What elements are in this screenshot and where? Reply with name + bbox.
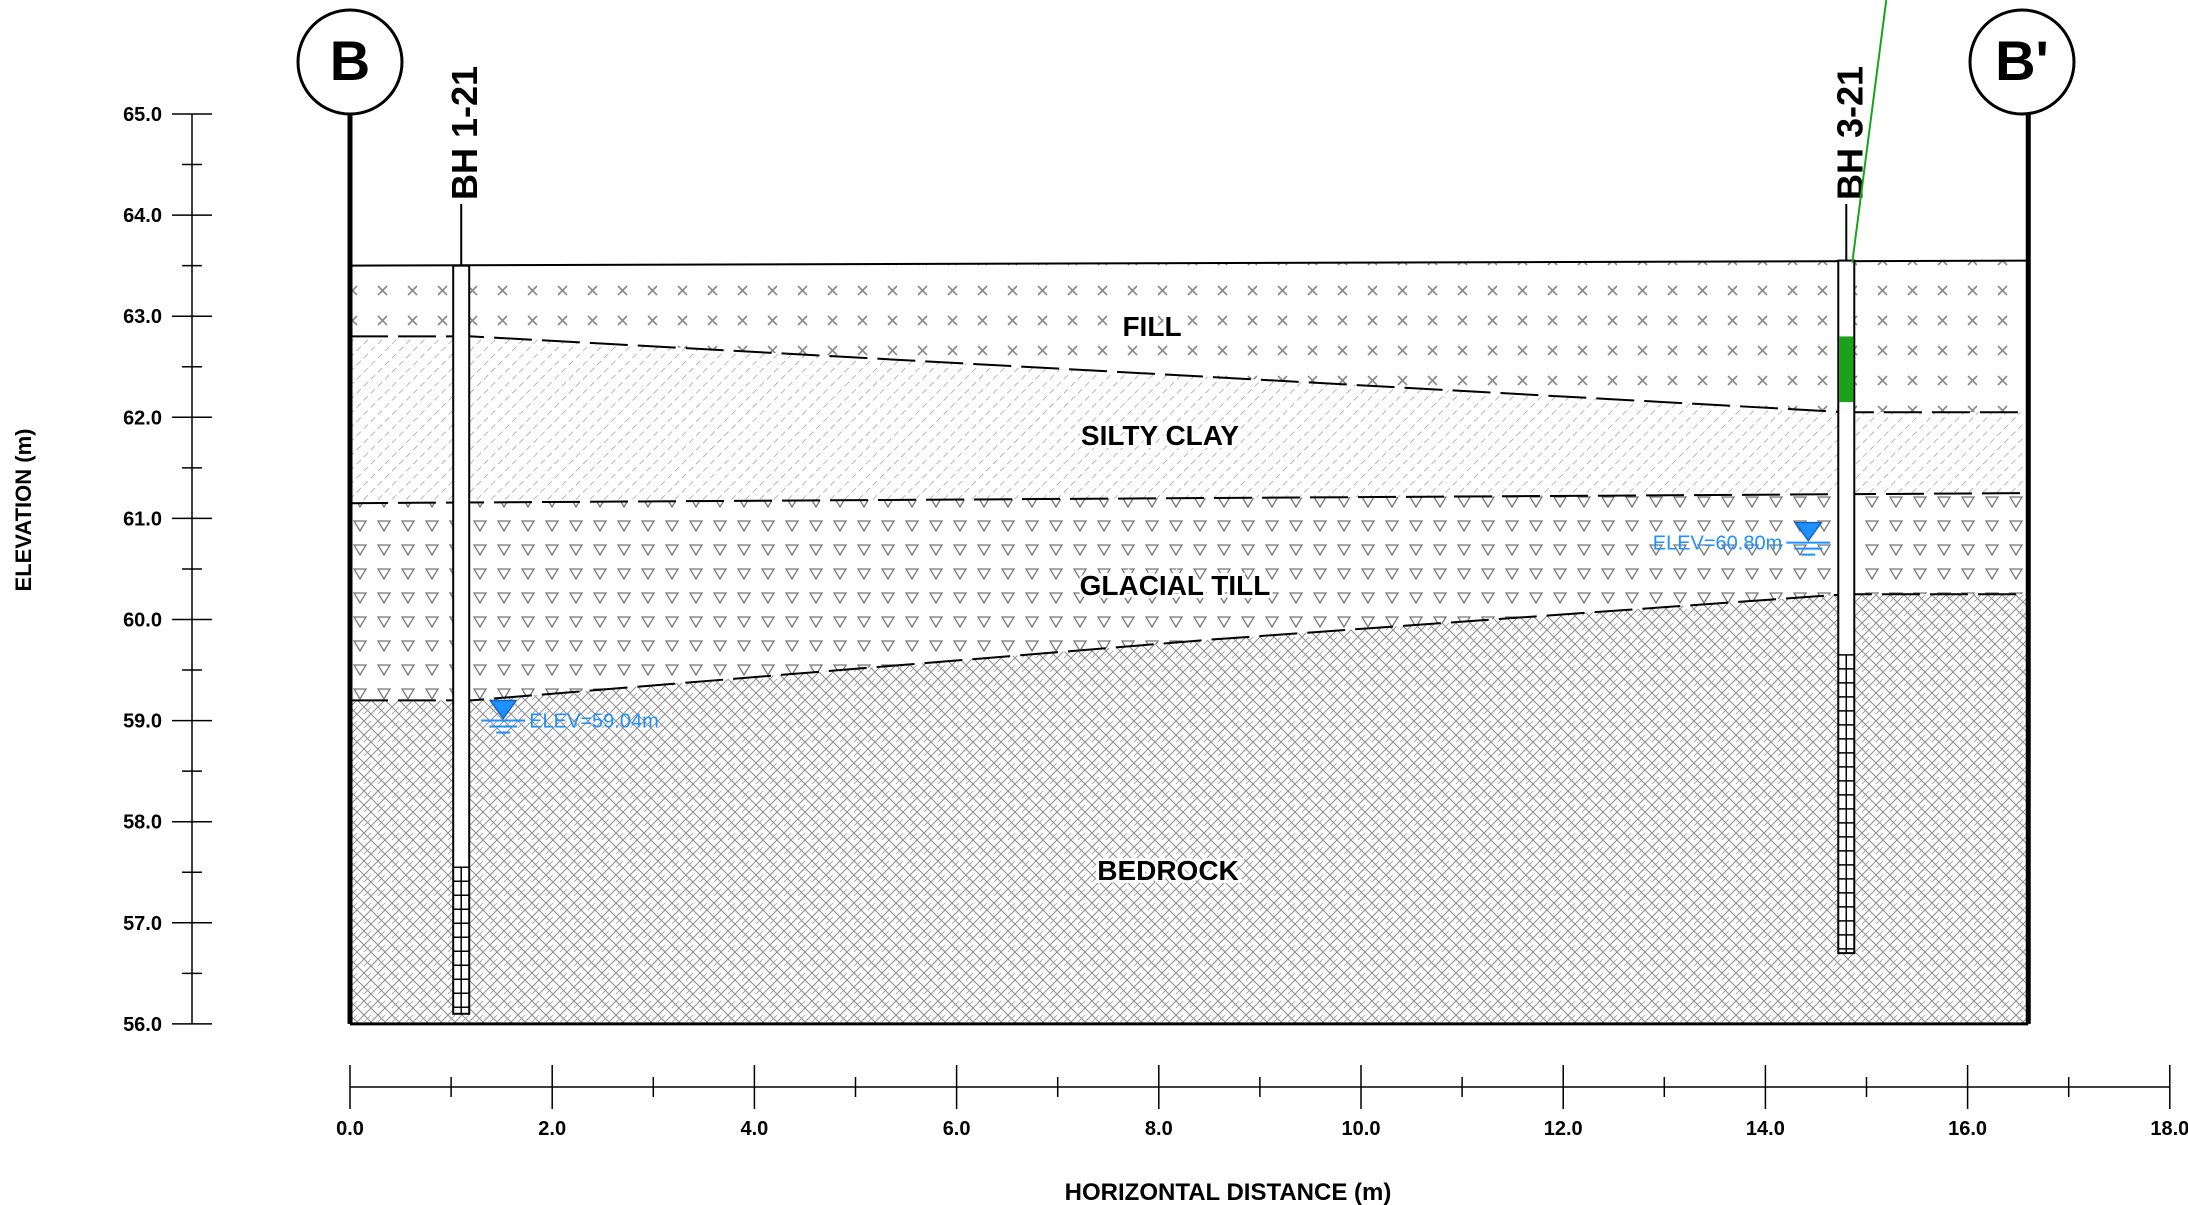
layer-label-fill: FILL (1122, 311, 1181, 342)
layer-label-glacial-till: GLACIAL TILL (1080, 570, 1271, 601)
section-frame (347, 114, 2031, 1026)
y-tick-label: 61.0 (123, 508, 162, 530)
layer-fill-silty-clay (350, 336, 2029, 504)
borehole-bh-1-21: BH 1-21 ELEV=59.04m (444, 66, 659, 1015)
sample-interval (1839, 336, 1854, 403)
y-axis: 65.0 64.0 63.0 62.0 61.0 60.0 59.0 58.0 57.0 56.0 (123, 104, 212, 1036)
borehole-name: BH 1-21 (444, 66, 485, 200)
y-tick-label: 65.0 (123, 104, 162, 126)
section-marker-start: B (296, 8, 404, 116)
x-tick-label: 18.0 (2150, 1118, 2188, 1140)
x-axis: 0.0 2.0 4.0 6.0 8.0 10.0 12.0 14.0 16.0 18.0 (336, 1065, 2188, 1140)
layer-fill-glacial-till (350, 493, 2029, 701)
water-level-label: ELEV=60.80m (1653, 533, 1783, 555)
x-tick-label: 8.0 (1145, 1118, 1173, 1140)
x-tick-label: 12.0 (1544, 1118, 1583, 1140)
y-tick-label: 57.0 (123, 913, 162, 935)
borehole-casing (452, 264, 471, 1015)
layer-fill-fill (350, 260, 2029, 413)
x-tick-label: 4.0 (740, 1118, 768, 1140)
section-marker-start-label: B (330, 29, 370, 92)
x-tick-label: 14.0 (1746, 1118, 1785, 1140)
ground-surface-line (349, 259, 2029, 267)
water-level-label: ELEV=59.04m (529, 711, 659, 733)
y-tick-label: 63.0 (123, 306, 162, 328)
section-marker-end: B' (1968, 8, 2076, 116)
layer-labels: FILL SILTY CLAY GLACIAL TILL BEDROCK (1077, 308, 1274, 889)
x-axis-title: HORIZONTAL DISTANCE (m) (1065, 1179, 1392, 1205)
y-tick-label: 60.0 (123, 610, 162, 632)
y-tick-label: 64.0 (123, 205, 162, 227)
section-marker-end-label: B' (1995, 29, 2049, 92)
borehole-bh-3-21: BH 3-21 ELEV=60.80m (1653, 0, 1888, 955)
layer-label-silty-clay: SILTY CLAY (1081, 420, 1240, 451)
layer-boundary-0 (350, 335, 2029, 414)
layer-label-bedrock: BEDROCK (1097, 855, 1239, 886)
y-tick-label: 56.0 (123, 1014, 162, 1036)
water-level-1: ELEV=60.80m (1653, 521, 1831, 556)
soil-layers (350, 260, 2029, 1024)
borehole-name: BH 3-21 (1829, 66, 1870, 200)
x-tick-label: 0.0 (336, 1118, 364, 1140)
x-tick-label: 16.0 (1948, 1118, 1987, 1140)
y-axis-title: ELEVATION (m) (11, 429, 36, 592)
water-level-triangle (488, 699, 518, 720)
y-tick-label: 58.0 (123, 812, 162, 834)
layer-fill-bedrock (350, 594, 2029, 1024)
boreholes: BH 1-21 ELEV=59.04m BH 3-21 ELEV=60.80m (444, 0, 1888, 1015)
layer-boundaries (349, 335, 2029, 702)
sample-leader-line (1851, 0, 1888, 263)
y-tick-label: 59.0 (123, 711, 162, 733)
y-tick-label: 62.0 (123, 407, 162, 429)
x-tick-label: 2.0 (538, 1118, 566, 1140)
x-tick-label: 6.0 (943, 1118, 971, 1140)
x-tick-label: 10.0 (1342, 1118, 1381, 1140)
water-level-0: ELEV=59.04m (481, 699, 659, 734)
layer-boundary-1 (349, 492, 2029, 505)
layer-boundary-2 (350, 593, 2029, 702)
water-level-triangle (1793, 521, 1823, 542)
